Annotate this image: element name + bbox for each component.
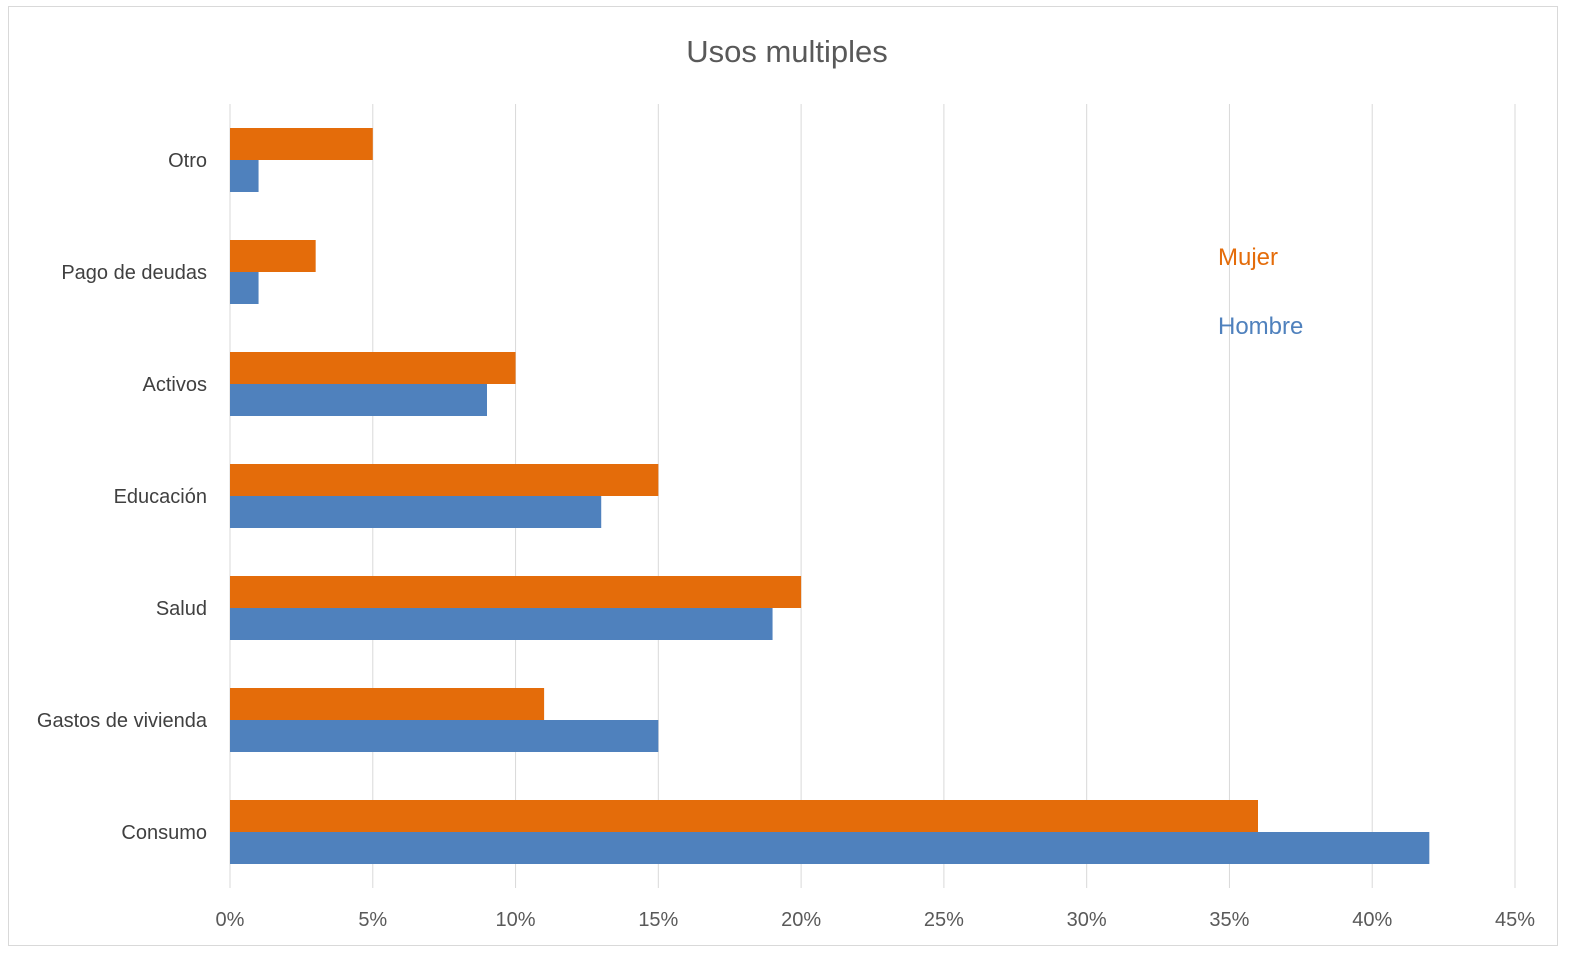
- x-tick-label: 30%: [1067, 909, 1107, 931]
- x-tick-label: 35%: [1209, 909, 1249, 931]
- bar-hombre-6: [230, 832, 1430, 864]
- legend-entry-mujer: Mujer: [1218, 244, 1278, 271]
- category-label: Pago de deudas: [61, 262, 207, 284]
- bar-hombre-0: [230, 160, 259, 192]
- bars: [230, 128, 1430, 864]
- x-tick-label: 45%: [1495, 909, 1535, 931]
- gridlines: [229, 104, 1516, 888]
- bar-mujer-0: [230, 128, 373, 160]
- category-label: Gastos de vivienda: [37, 710, 208, 732]
- legend: Mujer Hombre: [1218, 244, 1303, 340]
- bar-mujer-4: [230, 576, 802, 608]
- x-axis: 0% 5% 10% 15% 20% 25% 30% 35% 40% 45%: [216, 909, 1536, 931]
- bar-mujer-3: [230, 464, 659, 496]
- bar-mujer-2: [230, 352, 516, 384]
- legend-entry-hombre: Hombre: [1218, 313, 1303, 340]
- category-label: Activos: [143, 374, 207, 396]
- x-tick-label: 5%: [358, 909, 387, 931]
- x-tick-label: 0%: [216, 909, 245, 931]
- category-axis: Otro Pago de deudas Activos Educación Salud G…: [37, 150, 208, 844]
- bar-mujer-1: [230, 240, 316, 272]
- bar-hombre-4: [230, 608, 773, 640]
- category-label: Educación: [114, 486, 207, 508]
- bar-hombre-5: [230, 720, 659, 752]
- bar-mujer-6: [230, 800, 1258, 832]
- x-tick-label: 20%: [781, 909, 821, 931]
- x-tick-label: 40%: [1352, 909, 1392, 931]
- category-label: Consumo: [121, 822, 207, 844]
- x-tick-label: 25%: [924, 909, 964, 931]
- category-label: Otro: [168, 150, 207, 172]
- chart-title: Usos multiples: [686, 34, 888, 69]
- bar-hombre-3: [230, 496, 602, 528]
- bar-hombre-2: [230, 384, 487, 416]
- bar-mujer-5: [230, 688, 545, 720]
- bar-hombre-1: [230, 272, 259, 304]
- x-tick-label: 10%: [496, 909, 536, 931]
- category-label: Salud: [156, 598, 207, 620]
- x-tick-label: 15%: [638, 909, 678, 931]
